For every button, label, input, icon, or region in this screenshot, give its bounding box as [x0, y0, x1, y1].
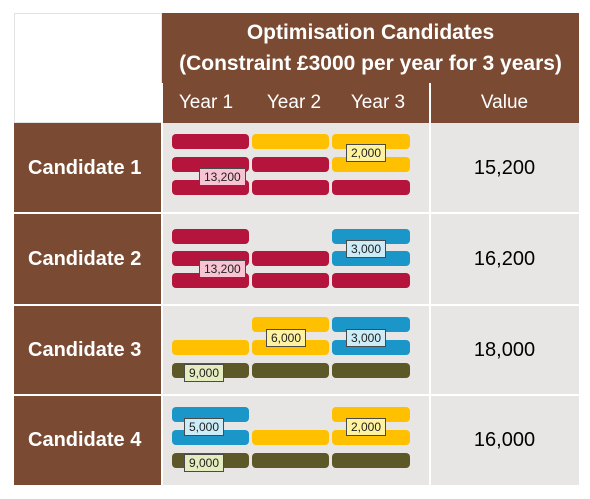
year-header-strip: [162, 83, 579, 123]
value-header: Value: [480, 92, 529, 113]
project-bar-red: [252, 273, 329, 288]
project-bar-red: [252, 251, 329, 266]
column-divider: [429, 83, 431, 485]
cost-label: 5,000: [184, 418, 225, 436]
project-bar-red: [332, 273, 410, 288]
row-divider: [14, 212, 579, 214]
candidate-1-value: 15,200: [430, 123, 579, 213]
project-bar-red: [172, 229, 249, 244]
cost-label: 3,000: [346, 329, 387, 347]
project-bar-red: [252, 180, 329, 195]
cost-label: 3,000: [346, 240, 387, 258]
candidate-3-label: Candidate 3: [14, 305, 162, 395]
row-divider: [14, 304, 579, 306]
project-bar-olive: [332, 453, 410, 468]
cost-label: 9,000: [184, 364, 225, 382]
candidate-4-label: Candidate 4: [14, 395, 162, 485]
cost-label: 13,200: [199, 260, 246, 278]
project-bar-olive: [252, 453, 329, 468]
cost-label: 9,000: [184, 454, 225, 472]
cost-label: 2,000: [346, 418, 387, 436]
project-bar-red: [172, 134, 249, 149]
year-2-header: Year 2: [266, 92, 322, 113]
project-bar-red: [332, 180, 410, 195]
project-bar-blue: [332, 317, 410, 332]
project-bar-olive: [332, 363, 410, 378]
project-bar-red: [252, 157, 329, 172]
project-bar-olive: [252, 363, 329, 378]
year-1-header: Year 1: [178, 92, 234, 113]
title-line-2: (Constraint £3000 per year for 3 years): [179, 52, 562, 75]
candidate-2-value: 16,200: [430, 213, 579, 305]
project-bar-yellow: [252, 134, 329, 149]
cost-label: 13,200: [199, 168, 246, 186]
candidate-1-label: Candidate 1: [14, 123, 162, 213]
candidate-3-value: 18,000: [430, 305, 579, 395]
candidate-4-value: 16,000: [430, 395, 579, 485]
table-title: Optimisation Candidates (Constraint £300…: [162, 13, 579, 83]
project-bar-yellow: [172, 340, 249, 355]
cost-label: 6,000: [266, 329, 307, 347]
project-bar-yellow: [252, 317, 329, 332]
column-divider: [161, 83, 163, 485]
year-3-header: Year 3: [350, 92, 406, 113]
corner-blank-cell: [14, 13, 162, 123]
row-divider: [14, 394, 579, 396]
cost-label: 2,000: [346, 144, 387, 162]
candidate-2-label: Candidate 2: [14, 213, 162, 305]
title-line-1: Optimisation Candidates: [246, 21, 495, 44]
project-bar-yellow: [252, 430, 329, 445]
candidates-table: Optimisation Candidates (Constraint £300…: [14, 13, 579, 485]
